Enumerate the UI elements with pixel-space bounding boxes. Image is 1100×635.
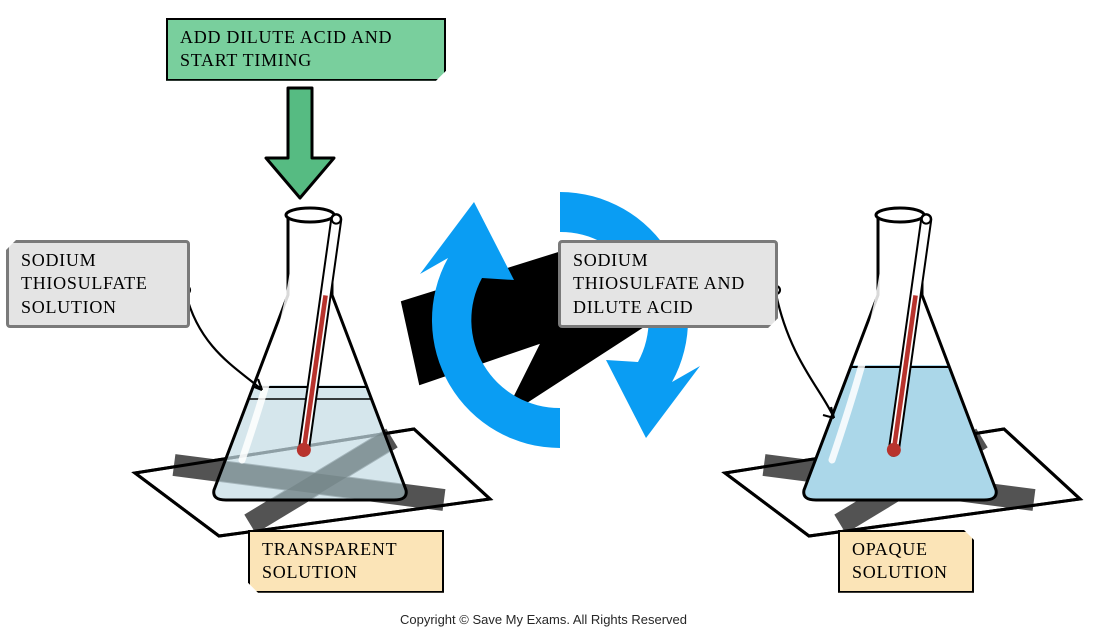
diagram-stage: ADD DILUTE ACID AND START TIMING SODIUM … — [0, 0, 1100, 635]
right-flask-tag-text: SODIUM THIOSULFATE AND DILUTE ACID — [573, 250, 745, 317]
left-flask-tag: SODIUM THIOSULFATE SOLUTION — [6, 240, 190, 328]
instruction-label-text: ADD DILUTE ACID AND START TIMING — [180, 27, 392, 70]
add-acid-arrow-icon — [266, 88, 334, 198]
left-caption-text: TRANSPARENT SOLUTION — [262, 539, 397, 582]
left-caption: TRANSPARENT SOLUTION — [248, 530, 444, 593]
right-flask-tag: SODIUM THIOSULFATE AND DILUTE ACID — [558, 240, 778, 328]
right-caption-text: OPAQUE SOLUTION — [852, 539, 948, 582]
copyright-caption: Copyright © Save My Exams. All Rights Re… — [400, 612, 687, 627]
right-caption: OPAQUE SOLUTION — [838, 530, 974, 593]
copyright-text: Copyright © Save My Exams. All Rights Re… — [400, 612, 687, 627]
instruction-label: ADD DILUTE ACID AND START TIMING — [166, 18, 446, 81]
left-flask-tag-text: SODIUM THIOSULFATE SOLUTION — [21, 250, 148, 317]
